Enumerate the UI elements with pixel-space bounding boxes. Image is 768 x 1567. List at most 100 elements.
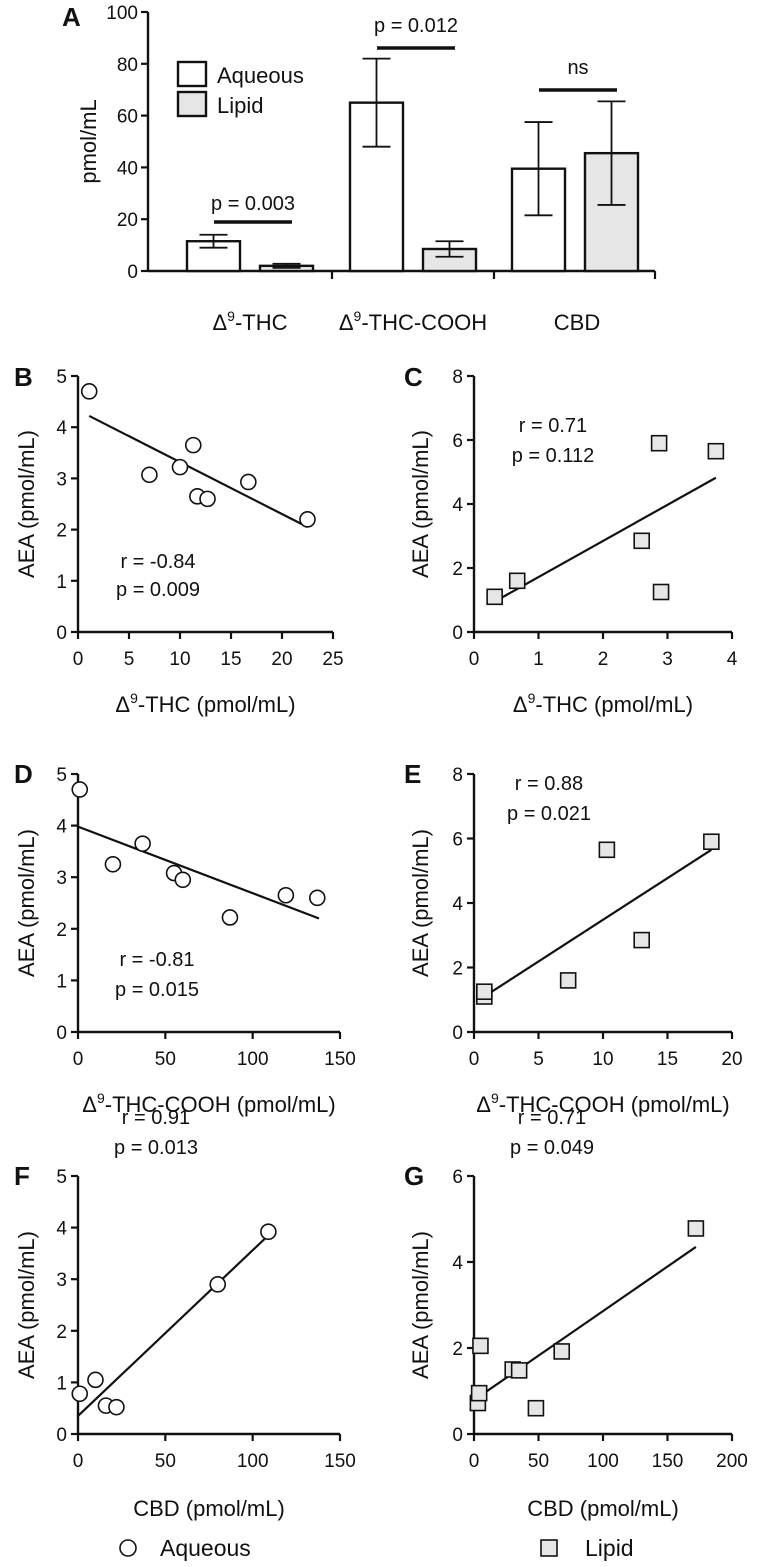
x-axis-title-base: Δ — [115, 692, 130, 717]
x-tick-label: 10 — [592, 1049, 613, 1070]
data-point-square — [633, 532, 651, 550]
x-tick-label: 5 — [124, 649, 135, 670]
y-axis-title: AEA (pmol/mL) — [408, 829, 433, 977]
y-axis-title: pmol/mL — [76, 99, 101, 183]
x-axis-title-base: Δ — [82, 1092, 97, 1117]
data-point-circle — [104, 855, 122, 873]
bottom-legend-lipid-label: Lipid — [585, 1535, 634, 1561]
y-tick-label: 8 — [452, 367, 463, 388]
legend-swatch-aqueous — [176, 60, 208, 88]
y-tick-label: 5 — [56, 1167, 67, 1188]
correlation-p: p = 0.015 — [115, 979, 199, 1001]
x-tick-label: 100 — [237, 1049, 269, 1070]
data-point-square — [652, 583, 670, 601]
correlation-r: r = -0.84 — [120, 551, 195, 573]
category-label: Δ9-THC — [212, 308, 287, 335]
y-axis-title: AEA (pmol/mL) — [14, 430, 39, 578]
legend: Aqueous Lipid — [176, 60, 304, 118]
y-tick-label: 5 — [56, 367, 67, 388]
x-tick-label: 4 — [727, 649, 738, 670]
regression-line — [77, 825, 320, 920]
y-axis-title: AEA (pmol/mL) — [408, 1231, 433, 1379]
correlation-r: r = 0.71 — [518, 1107, 586, 1129]
data-point-circle — [71, 1385, 89, 1403]
data-point-circle — [308, 889, 326, 907]
y-axis-title: AEA (pmol/mL) — [14, 829, 39, 977]
category-label-rest: -THC — [235, 310, 288, 335]
y-tick-label: 6 — [452, 830, 463, 851]
y-tick-label: 4 — [56, 418, 67, 439]
x-axis-title-rest: -THC (pmol/mL) — [138, 692, 296, 717]
y-tick-label: 100 — [106, 3, 138, 24]
x-axis-title-sup: 9 — [97, 1090, 105, 1106]
category-label: Δ9-THC-COOH — [339, 308, 487, 335]
x-tick-label: 50 — [528, 1451, 549, 1472]
x-tick-label: 100 — [587, 1451, 619, 1472]
x-tick-label: 1 — [533, 649, 544, 670]
y-tick-label: 3 — [56, 1270, 67, 1291]
significance-label: p = 0.012 — [374, 15, 458, 37]
y-tick-label: 2 — [56, 920, 67, 941]
y-tick-label: 0 — [452, 1023, 463, 1044]
y-tick-label: 0 — [56, 1425, 67, 1446]
y-tick-label: 60 — [117, 107, 138, 128]
legend-swatch-lipid — [176, 90, 208, 118]
data-point-circle — [299, 511, 316, 528]
x-axis-title-base: Δ — [476, 1092, 491, 1117]
bottom-legend-aqueous-label: Aqueous — [160, 1535, 251, 1561]
panel-letter-F: F — [14, 1161, 30, 1191]
y-tick-label: 0 — [127, 262, 138, 283]
data-point-square — [527, 1399, 545, 1417]
data-point-circle — [141, 466, 158, 484]
legend-label-lipid: Lipid — [217, 93, 263, 118]
x-tick-label: 50 — [155, 1451, 176, 1472]
panel-letter-A: A — [62, 2, 81, 32]
significance-label: p = 0.003 — [211, 193, 295, 215]
category-label: CBD — [554, 310, 600, 335]
data-point-square — [707, 442, 725, 460]
y-axis-title: AEA (pmol/mL) — [14, 1231, 39, 1379]
data-point-square — [633, 931, 651, 949]
data-point-square — [650, 434, 668, 452]
x-tick-label: 50 — [155, 1049, 176, 1070]
x-tick-label: 20 — [271, 649, 292, 670]
data-point-circle — [108, 1398, 125, 1416]
y-tick-label: 40 — [117, 158, 138, 179]
y-tick-label: 2 — [452, 1339, 463, 1360]
bottom-legend-aqueous-marker — [119, 1539, 137, 1557]
regression-line — [88, 414, 308, 529]
x-tick-label: 0 — [73, 649, 84, 670]
x-tick-label: 100 — [237, 1451, 269, 1472]
data-point-square — [703, 833, 720, 851]
y-tick-label: 0 — [452, 623, 463, 644]
y-tick-label: 8 — [452, 765, 463, 786]
correlation-r: r = -0.81 — [119, 949, 194, 971]
data-point-circle — [80, 383, 98, 400]
x-axis-title-rest: CBD (pmol/mL) — [527, 1496, 679, 1521]
panel-letter-D: D — [14, 759, 33, 789]
data-point-circle — [277, 886, 295, 904]
y-tick-label: 3 — [56, 868, 67, 889]
y-tick-label: 4 — [452, 495, 463, 516]
data-point-square — [472, 1337, 489, 1355]
x-axis-title-rest: -THC-COOH (pmol/mL) — [499, 1092, 730, 1117]
correlation-p: p = 0.013 — [114, 1137, 198, 1159]
x-axis-title-sup: 9 — [528, 690, 536, 706]
data-point-circle — [134, 835, 151, 852]
y-tick-label: 4 — [56, 1219, 67, 1240]
y-tick-label: 20 — [117, 210, 138, 231]
y-tick-label: 2 — [56, 521, 67, 542]
y-tick-label: 1 — [56, 572, 67, 593]
panel-letter-E: E — [404, 759, 421, 789]
correlation-r: r = 0.88 — [515, 773, 583, 795]
data-point-square — [687, 1220, 705, 1237]
data-point-circle — [240, 473, 257, 491]
x-axis-title-base: Δ — [513, 692, 528, 717]
x-tick-label: 150 — [652, 1451, 684, 1472]
x-axis-title: CBD (pmol/mL) — [527, 1496, 679, 1521]
category-label-sup: 9 — [227, 308, 235, 324]
x-tick-label: 15 — [220, 649, 241, 670]
panel-letter-C: C — [404, 362, 423, 392]
data-point-square — [476, 983, 493, 1000]
